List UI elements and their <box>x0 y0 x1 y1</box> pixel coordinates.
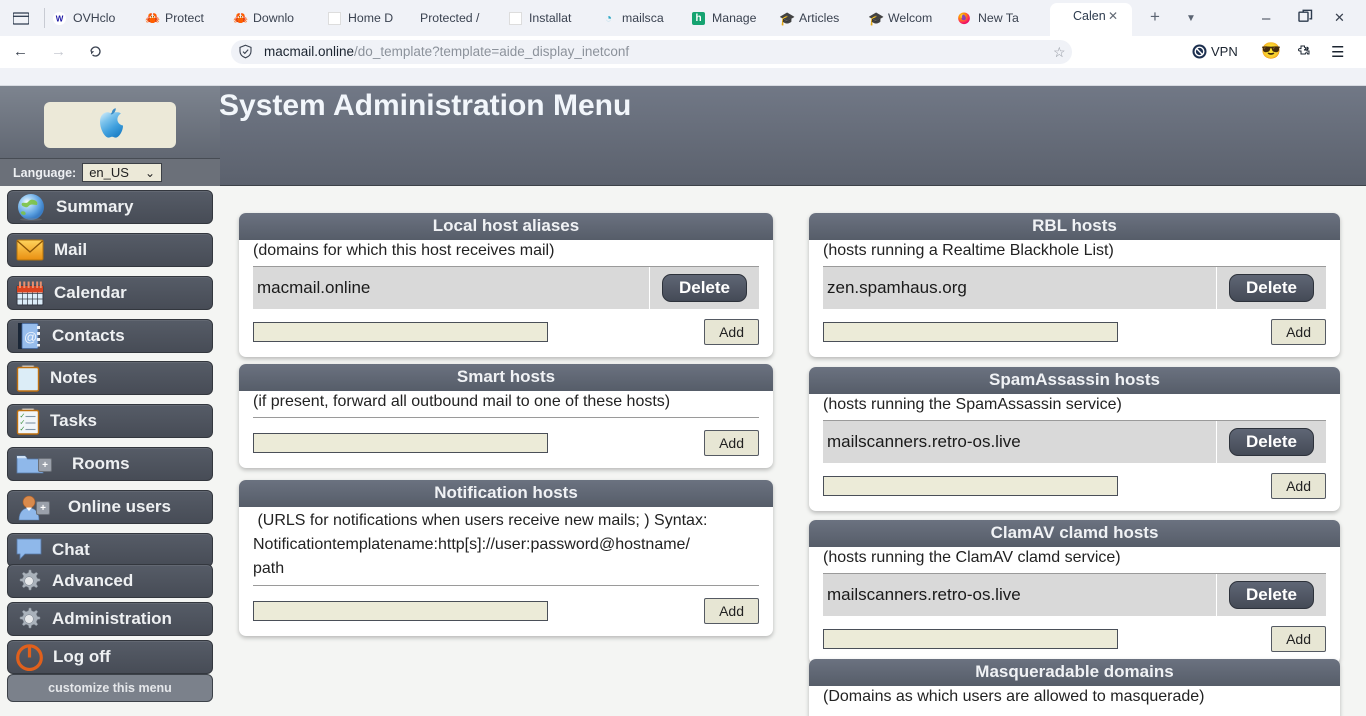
svg-text:@: @ <box>24 330 37 345</box>
svg-text:W: W <box>56 14 64 23</box>
svg-text:✓: ✓ <box>20 426 26 433</box>
